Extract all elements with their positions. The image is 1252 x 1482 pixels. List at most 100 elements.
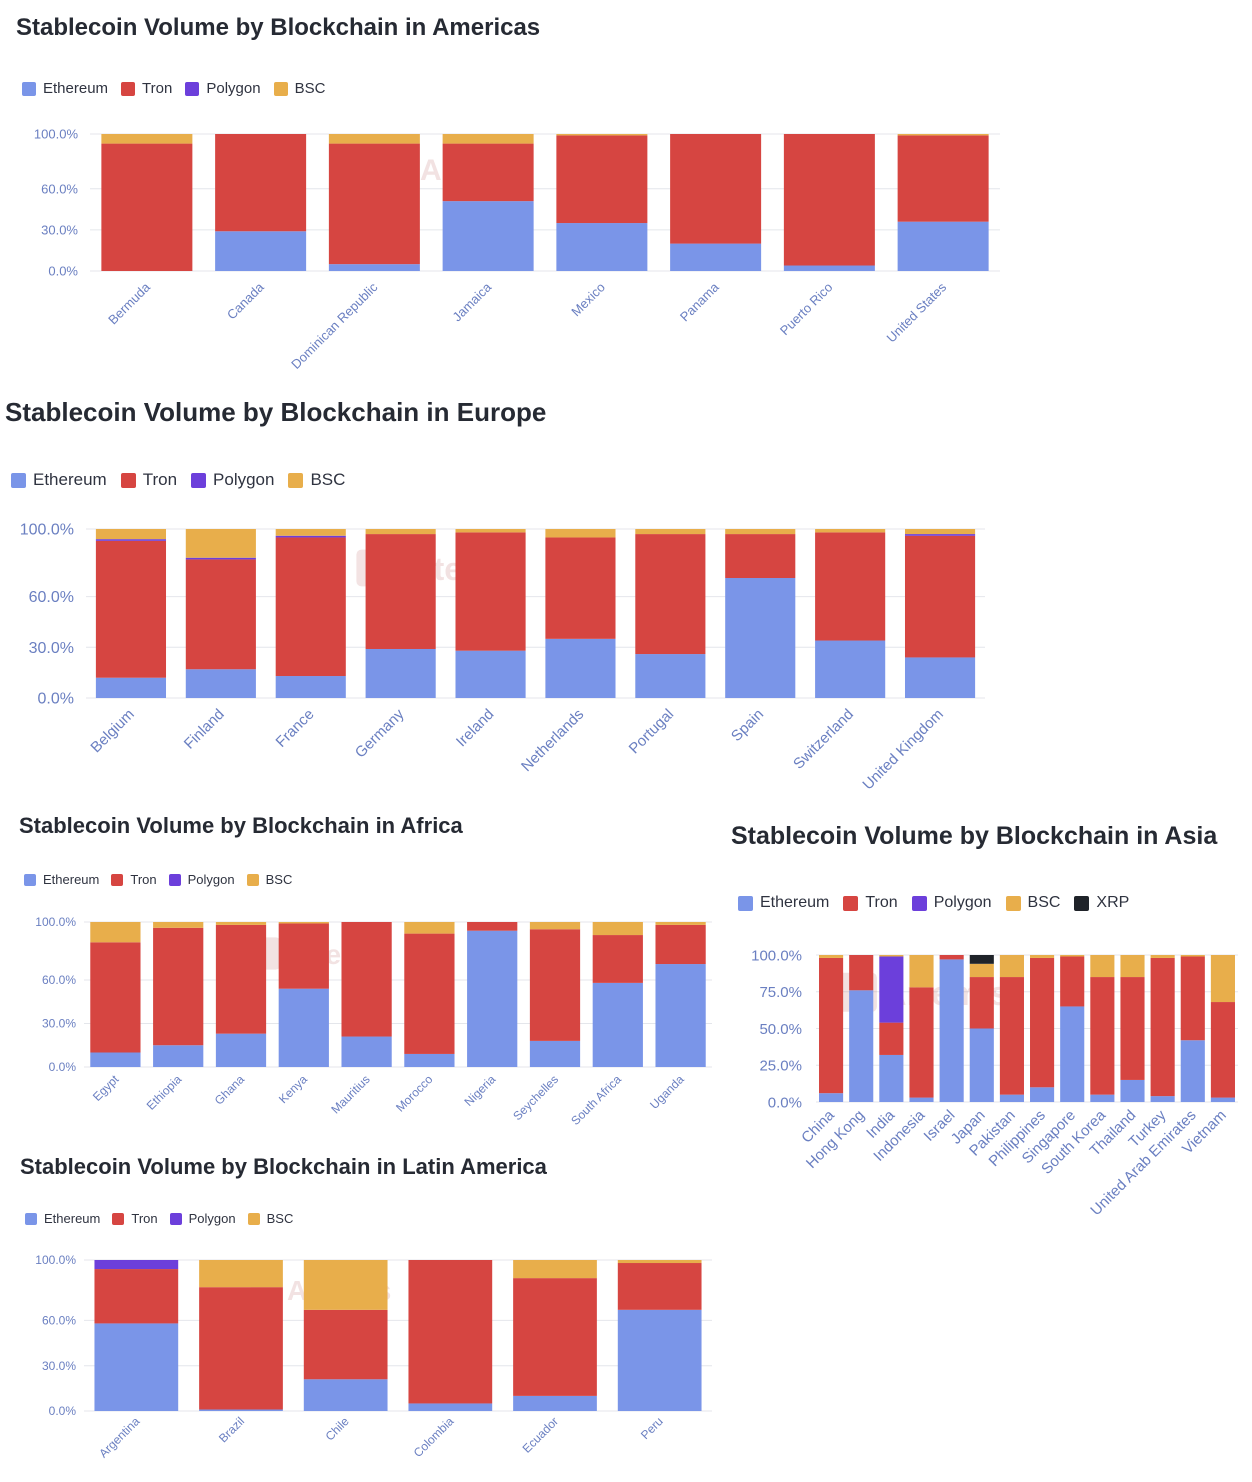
bar-south-africa-ethereum[interactable] [592, 982, 643, 1067]
bar-canada-tron[interactable] [215, 134, 307, 232]
bar-ecuador-bsc[interactable] [513, 1260, 597, 1279]
bar-pakistan-bsc[interactable] [999, 955, 1024, 978]
bar-hong-kong-ethereum[interactable] [849, 990, 874, 1102]
bar-dominican-republic-bsc[interactable] [328, 134, 420, 144]
bar-united-states-ethereum[interactable] [897, 221, 989, 271]
bar-finland-tron[interactable] [185, 559, 256, 670]
bar-jamaica-bsc[interactable] [442, 134, 534, 144]
bar-hong-kong-tron[interactable] [849, 955, 874, 991]
legend-item-tron[interactable]: Tron [120, 470, 177, 490]
bar-ghana-tron[interactable] [215, 924, 267, 1034]
bar-germany-ethereum[interactable] [365, 648, 436, 698]
legend-item-polygon[interactable]: Polygon [168, 872, 235, 887]
bar-vietnam-tron[interactable] [1210, 1002, 1235, 1098]
bar-spain-ethereum[interactable] [725, 578, 796, 698]
bar-kenya-bsc[interactable] [278, 922, 329, 924]
bar-china-ethereum[interactable] [819, 1093, 844, 1102]
bar-ethiopia-tron[interactable] [153, 927, 204, 1046]
legend-item-ethereum[interactable]: Ethereum [11, 470, 107, 490]
bar-colombia-ethereum[interactable] [408, 1403, 493, 1411]
bar-belgium-bsc[interactable] [95, 529, 167, 540]
bar-ecuador-ethereum[interactable] [513, 1395, 597, 1411]
bar-seychelles-ethereum[interactable] [529, 1040, 581, 1067]
bar-south-korea-bsc[interactable] [1090, 955, 1115, 978]
bar-japan-bsc[interactable] [969, 963, 994, 978]
bar-brazil-tron[interactable] [199, 1287, 283, 1410]
bar-mexico-bsc[interactable] [556, 134, 648, 136]
bar-peru-bsc[interactable] [617, 1260, 702, 1264]
legend-item-tron[interactable]: Tron [843, 894, 898, 912]
bar-south-africa-tron[interactable] [592, 935, 643, 983]
bar-canada-ethereum[interactable] [215, 231, 307, 271]
bar-dominican-republic-ethereum[interactable] [328, 264, 420, 271]
bar-japan-xrp[interactable] [969, 955, 994, 964]
bar-pakistan-ethereum[interactable] [999, 1094, 1024, 1102]
bar-south-korea-ethereum[interactable] [1090, 1094, 1115, 1102]
bar-mauritius-tron[interactable] [341, 922, 392, 1037]
bar-seychelles-bsc[interactable] [529, 922, 581, 930]
bar-bermuda-bsc[interactable] [101, 134, 193, 144]
bar-vietnam-bsc[interactable] [1210, 955, 1235, 1003]
bar-thailand-ethereum[interactable] [1120, 1079, 1145, 1102]
bar-france-tron[interactable] [275, 537, 346, 677]
bar-ethiopia-ethereum[interactable] [153, 1045, 204, 1067]
bar-turkey-bsc[interactable] [1150, 955, 1175, 958]
legend-item-tron[interactable]: Tron [111, 872, 157, 887]
bar-portugal-ethereum[interactable] [635, 654, 706, 698]
bar-singapore-ethereum[interactable] [1060, 1006, 1085, 1102]
bar-finland-bsc[interactable] [185, 529, 256, 558]
bar-puerto-rico-tron[interactable] [783, 134, 875, 266]
bar-turkey-ethereum[interactable] [1150, 1096, 1175, 1102]
bar-egypt-bsc[interactable] [90, 922, 141, 943]
bar-united-kingdom-ethereum[interactable] [904, 657, 976, 698]
bar-united-arab-emirates-ethereum[interactable] [1180, 1040, 1205, 1102]
bar-china-bsc[interactable] [819, 955, 844, 958]
bar-united-arab-emirates-bsc[interactable] [1180, 955, 1205, 957]
bar-france-bsc[interactable] [275, 529, 346, 536]
bar-philippines-bsc[interactable] [1030, 955, 1055, 958]
bar-morocco-tron[interactable] [404, 933, 455, 1054]
bar-chile-ethereum[interactable] [303, 1379, 388, 1411]
bar-switzerland-bsc[interactable] [815, 529, 886, 533]
bar-peru-tron[interactable] [617, 1263, 702, 1310]
bar-mauritius-ethereum[interactable] [341, 1036, 392, 1067]
bar-brazil-bsc[interactable] [199, 1260, 283, 1288]
bar-nigeria-ethereum[interactable] [467, 930, 518, 1067]
bar-thailand-tron[interactable] [1120, 977, 1145, 1080]
bar-belgium-ethereum[interactable] [95, 677, 167, 698]
bar-ecuador-tron[interactable] [513, 1278, 597, 1396]
bar-uganda-bsc[interactable] [655, 922, 706, 925]
bar-belgium-tron[interactable] [95, 540, 167, 678]
bar-ethiopia-bsc[interactable] [153, 922, 204, 928]
legend-item-xrp[interactable]: XRP [1074, 894, 1129, 912]
bar-uganda-ethereum[interactable] [655, 964, 706, 1067]
bar-egypt-tron[interactable] [90, 942, 141, 1053]
bar-morocco-bsc[interactable] [404, 922, 455, 934]
bar-switzerland-tron[interactable] [815, 532, 886, 641]
bar-ireland-ethereum[interactable] [455, 650, 526, 698]
bar-india-tron[interactable] [879, 1022, 904, 1055]
bar-peru-ethereum[interactable] [617, 1309, 702, 1411]
bar-indonesia-bsc[interactable] [909, 955, 934, 988]
bar-belgium-polygon[interactable] [95, 539, 167, 541]
bar-dominican-republic-tron[interactable] [328, 143, 420, 265]
bar-united-states-tron[interactable] [897, 135, 989, 222]
bar-united-states-bsc[interactable] [897, 134, 989, 136]
bar-philippines-ethereum[interactable] [1030, 1087, 1055, 1102]
bar-mexico-ethereum[interactable] [556, 223, 648, 271]
bar-kenya-ethereum[interactable] [278, 988, 329, 1067]
legend-item-polygon[interactable]: Polygon [911, 894, 992, 912]
bar-bermuda-tron[interactable] [101, 143, 193, 271]
bar-spain-bsc[interactable] [725, 529, 796, 535]
bar-colombia-tron[interactable] [408, 1260, 493, 1404]
bar-switzerland-ethereum[interactable] [815, 640, 886, 698]
bar-philippines-tron[interactable] [1030, 957, 1055, 1088]
bar-united-arab-emirates-tron[interactable] [1180, 956, 1205, 1041]
bar-united-kingdom-tron[interactable] [904, 535, 976, 658]
bar-uganda-tron[interactable] [655, 924, 706, 965]
legend-item-ethereum[interactable]: Ethereum [24, 872, 99, 887]
bar-ghana-ethereum[interactable] [215, 1033, 267, 1067]
bar-japan-ethereum[interactable] [969, 1028, 994, 1103]
bar-jamaica-tron[interactable] [442, 143, 534, 202]
legend-item-polygon[interactable]: Polygon [185, 80, 261, 97]
